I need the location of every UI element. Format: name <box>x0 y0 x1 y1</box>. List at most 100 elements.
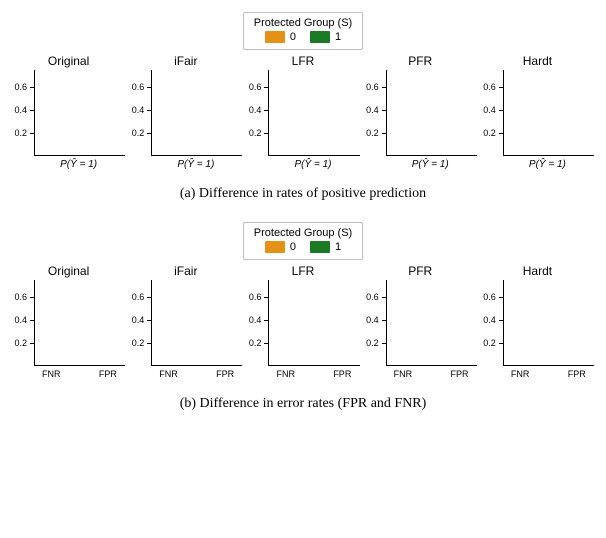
y-tick: 0.6 <box>132 292 152 302</box>
bars-area <box>387 280 477 366</box>
y-tick-label: 0.6 <box>483 82 496 92</box>
y-axis: 0.2 0.4 0.6 <box>481 70 504 156</box>
x-axis: P(Ŷ = 1) <box>246 156 359 172</box>
y-tick: 0.2 <box>249 128 269 138</box>
y-tick-mark <box>499 110 503 111</box>
y-tick: 0.2 <box>483 128 503 138</box>
x-axis: FNRFPR <box>235 366 370 382</box>
y-tick: 0.6 <box>366 292 386 302</box>
y-axis: 0.20.40.6 <box>12 280 35 366</box>
y-axis: 0.20.40.6 <box>129 70 152 156</box>
y-tick-label: 0.2 <box>366 338 379 348</box>
panel-title: Original <box>48 54 89 68</box>
y-tick-label: 0.4 <box>249 315 262 325</box>
y-tick-label: 0.6 <box>483 292 496 302</box>
y-tick: 0.6 <box>14 292 34 302</box>
y-tick: 0.2 <box>132 338 152 348</box>
bar-set <box>35 280 125 365</box>
bars-area <box>504 70 594 156</box>
y-tick-label: 0.6 <box>366 82 379 92</box>
y-tick: 0.6 <box>366 82 386 92</box>
bar-set <box>504 280 594 365</box>
y-tick-mark <box>382 133 386 134</box>
y-axis: 0.20.40.6 <box>12 70 35 156</box>
bars-area <box>152 70 242 156</box>
figure-a: Protected Group (S) 0 1 Original0.20.40.… <box>12 12 594 202</box>
x-label-group: FNR <box>492 366 549 382</box>
y-tick-mark <box>499 133 503 134</box>
panel-title: PFR <box>408 264 432 278</box>
y-tick: 0.4 <box>249 105 269 115</box>
y-tick-mark <box>499 297 503 298</box>
x-label: FNR <box>276 366 295 382</box>
y-tick-label: 0.4 <box>14 105 27 115</box>
plot-area: 0.2 0.4 0.6 <box>364 70 477 156</box>
bars-area <box>269 280 359 366</box>
y-tick: 0.4 <box>483 105 503 115</box>
y-tick-label: 0.4 <box>366 105 379 115</box>
x-label: P(Ŷ = 1) <box>177 156 214 172</box>
y-axis: 0.2 0.4 0.6 <box>246 280 269 366</box>
panel-title: Hardt <box>523 54 552 68</box>
y-tick: 0.2 <box>366 338 386 348</box>
plot-area: 0.20.40.6 <box>129 70 242 156</box>
y-tick-mark <box>264 297 268 298</box>
plot-area: 0.20.40.6 <box>364 280 477 366</box>
y-tick-mark <box>264 133 268 134</box>
panel-ifair: iFair0.20.40.6FNRFPR <box>129 264 242 382</box>
plot-area: 0.2 0.4 0.6 <box>246 70 359 156</box>
y-tick: 0.4 <box>14 105 34 115</box>
legend-swatch-0 <box>265 241 285 253</box>
y-tick-label: 0.6 <box>249 292 262 302</box>
panel-title: PFR <box>408 54 432 68</box>
legend-item-0: 0 <box>265 241 296 253</box>
x-label-group: FNR <box>257 366 314 382</box>
y-tick-label: 0.6 <box>366 292 379 302</box>
plot-area: 0.20.40.6 <box>481 280 594 366</box>
x-label: FNR <box>42 366 61 382</box>
y-tick-mark <box>30 297 34 298</box>
y-tick: 0.4 <box>132 315 152 325</box>
panel-original: Original 0.20.40.6 FNR FPR <box>12 264 125 382</box>
bar-set <box>269 70 359 155</box>
legend-item-0: 0 <box>265 31 296 43</box>
x-axis: FNR FPR <box>1 366 136 382</box>
panel-title: iFair <box>174 54 197 68</box>
panel-hardt: Hardt0.20.40.6FNRFPR <box>481 264 594 382</box>
y-tick: 0.6 <box>14 82 34 92</box>
y-tick-label: 0.2 <box>249 338 262 348</box>
bar-set <box>387 70 477 155</box>
legend-label-0: 0 <box>290 241 296 253</box>
x-label: FNR <box>394 366 413 382</box>
y-tick-mark <box>499 343 503 344</box>
y-tick-label: 0.6 <box>14 82 27 92</box>
x-axis: FNRFPR <box>470 366 605 382</box>
x-axis: FNRFPR <box>118 366 253 382</box>
y-tick-label: 0.2 <box>483 338 496 348</box>
y-tick-mark <box>147 297 151 298</box>
panel-title: LFR <box>292 54 315 68</box>
panel-title: Original <box>48 264 89 278</box>
legend-label-0: 0 <box>290 31 296 43</box>
x-label: FPR <box>451 366 469 382</box>
caption-b: (b) Difference in error rates (FPR and F… <box>12 396 594 412</box>
y-tick: 0.6 <box>132 82 152 92</box>
panel-pfr: PFR0.20.40.6P(Ŷ = 1) <box>364 54 477 172</box>
y-tick-mark <box>30 87 34 88</box>
bars-area <box>35 70 125 156</box>
x-label: FPR <box>99 366 117 382</box>
y-tick-label: 0.2 <box>132 128 145 138</box>
legend-swatch-1 <box>310 241 330 253</box>
y-tick: 0.2 <box>366 128 386 138</box>
y-tick-mark <box>499 320 503 321</box>
legend-box: Protected Group (S) 0 1 <box>243 222 363 260</box>
y-tick-mark <box>30 343 34 344</box>
y-tick-label: 0.6 <box>14 292 27 302</box>
x-label: FNR <box>159 366 178 382</box>
y-tick: 0.6 <box>483 82 503 92</box>
legend-label-1: 1 <box>335 31 341 43</box>
legend-label-1: 1 <box>335 241 341 253</box>
y-tick-mark <box>30 320 34 321</box>
y-tick: 0.2 <box>483 338 503 348</box>
y-tick-label: 0.6 <box>249 82 262 92</box>
